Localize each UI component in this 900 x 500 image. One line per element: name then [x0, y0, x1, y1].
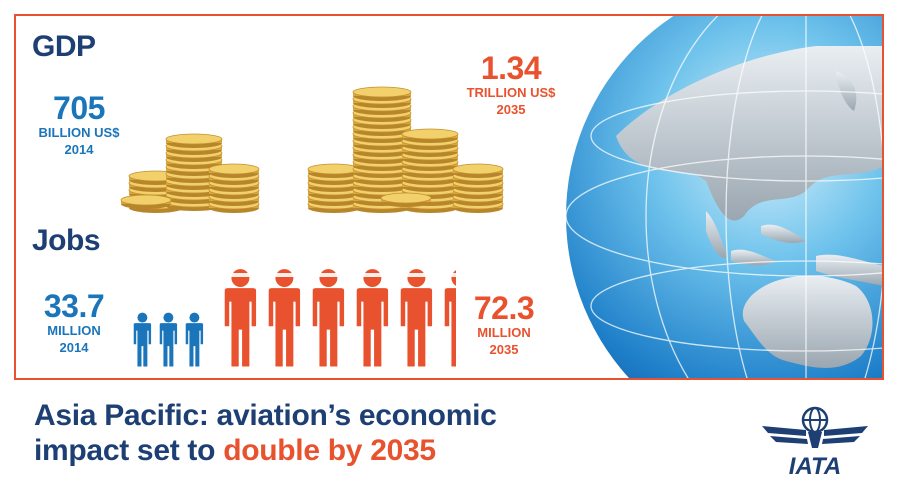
coin-stacks: [120, 86, 504, 213]
iata-logo: IATA: [762, 406, 868, 480]
jobs-2035-year: 2035: [489, 342, 519, 357]
infographic-panel: GDP 705 BILLION US$ 2014 1.34 TRILLION U…: [14, 14, 884, 380]
jobs-2035-value: 72.3: [473, 290, 535, 326]
jobs-2035-unit: MILLION: [477, 325, 531, 340]
jobs-heading: Jobs: [32, 224, 101, 257]
gdp-2035-unit: TRILLION US$: [466, 85, 556, 100]
gdp-2035-value: 1.34: [480, 50, 542, 86]
jobs-2014-unit: MILLION: [47, 323, 101, 338]
jobs-2035-block: 72.3 MILLION 2035: [454, 292, 554, 358]
headline-line-1: Asia Pacific: aviation’s economic: [34, 399, 497, 432]
iata-logo-text: IATA: [789, 453, 841, 480]
gdp-2035-block: 1.34 TRILLION US$ 2035: [446, 52, 576, 118]
gdp-2014-value: 705: [53, 90, 105, 126]
gdp-heading: GDP: [32, 30, 96, 63]
globe-illustration: [565, 16, 882, 378]
jobs-2014-year: 2014: [59, 340, 89, 355]
headline-prefix: impact set to: [34, 434, 224, 467]
gdp-2035-year: 2035: [496, 102, 526, 117]
headline-line-2: impact set to double by 2035: [34, 433, 497, 468]
headline-highlight: double by 2035: [223, 434, 436, 467]
people-figures: [133, 269, 456, 367]
jobs-2014-value: 33.7: [43, 288, 105, 324]
gdp-2014-block: 705 BILLION US$ 2014: [24, 92, 134, 158]
headline: Asia Pacific: aviation’s economic impact…: [34, 398, 497, 468]
jobs-2014-block: 33.7 MILLION 2014: [24, 290, 124, 356]
gdp-2014-unit: BILLION US$: [38, 125, 120, 140]
gdp-2014-year: 2014: [64, 142, 94, 157]
